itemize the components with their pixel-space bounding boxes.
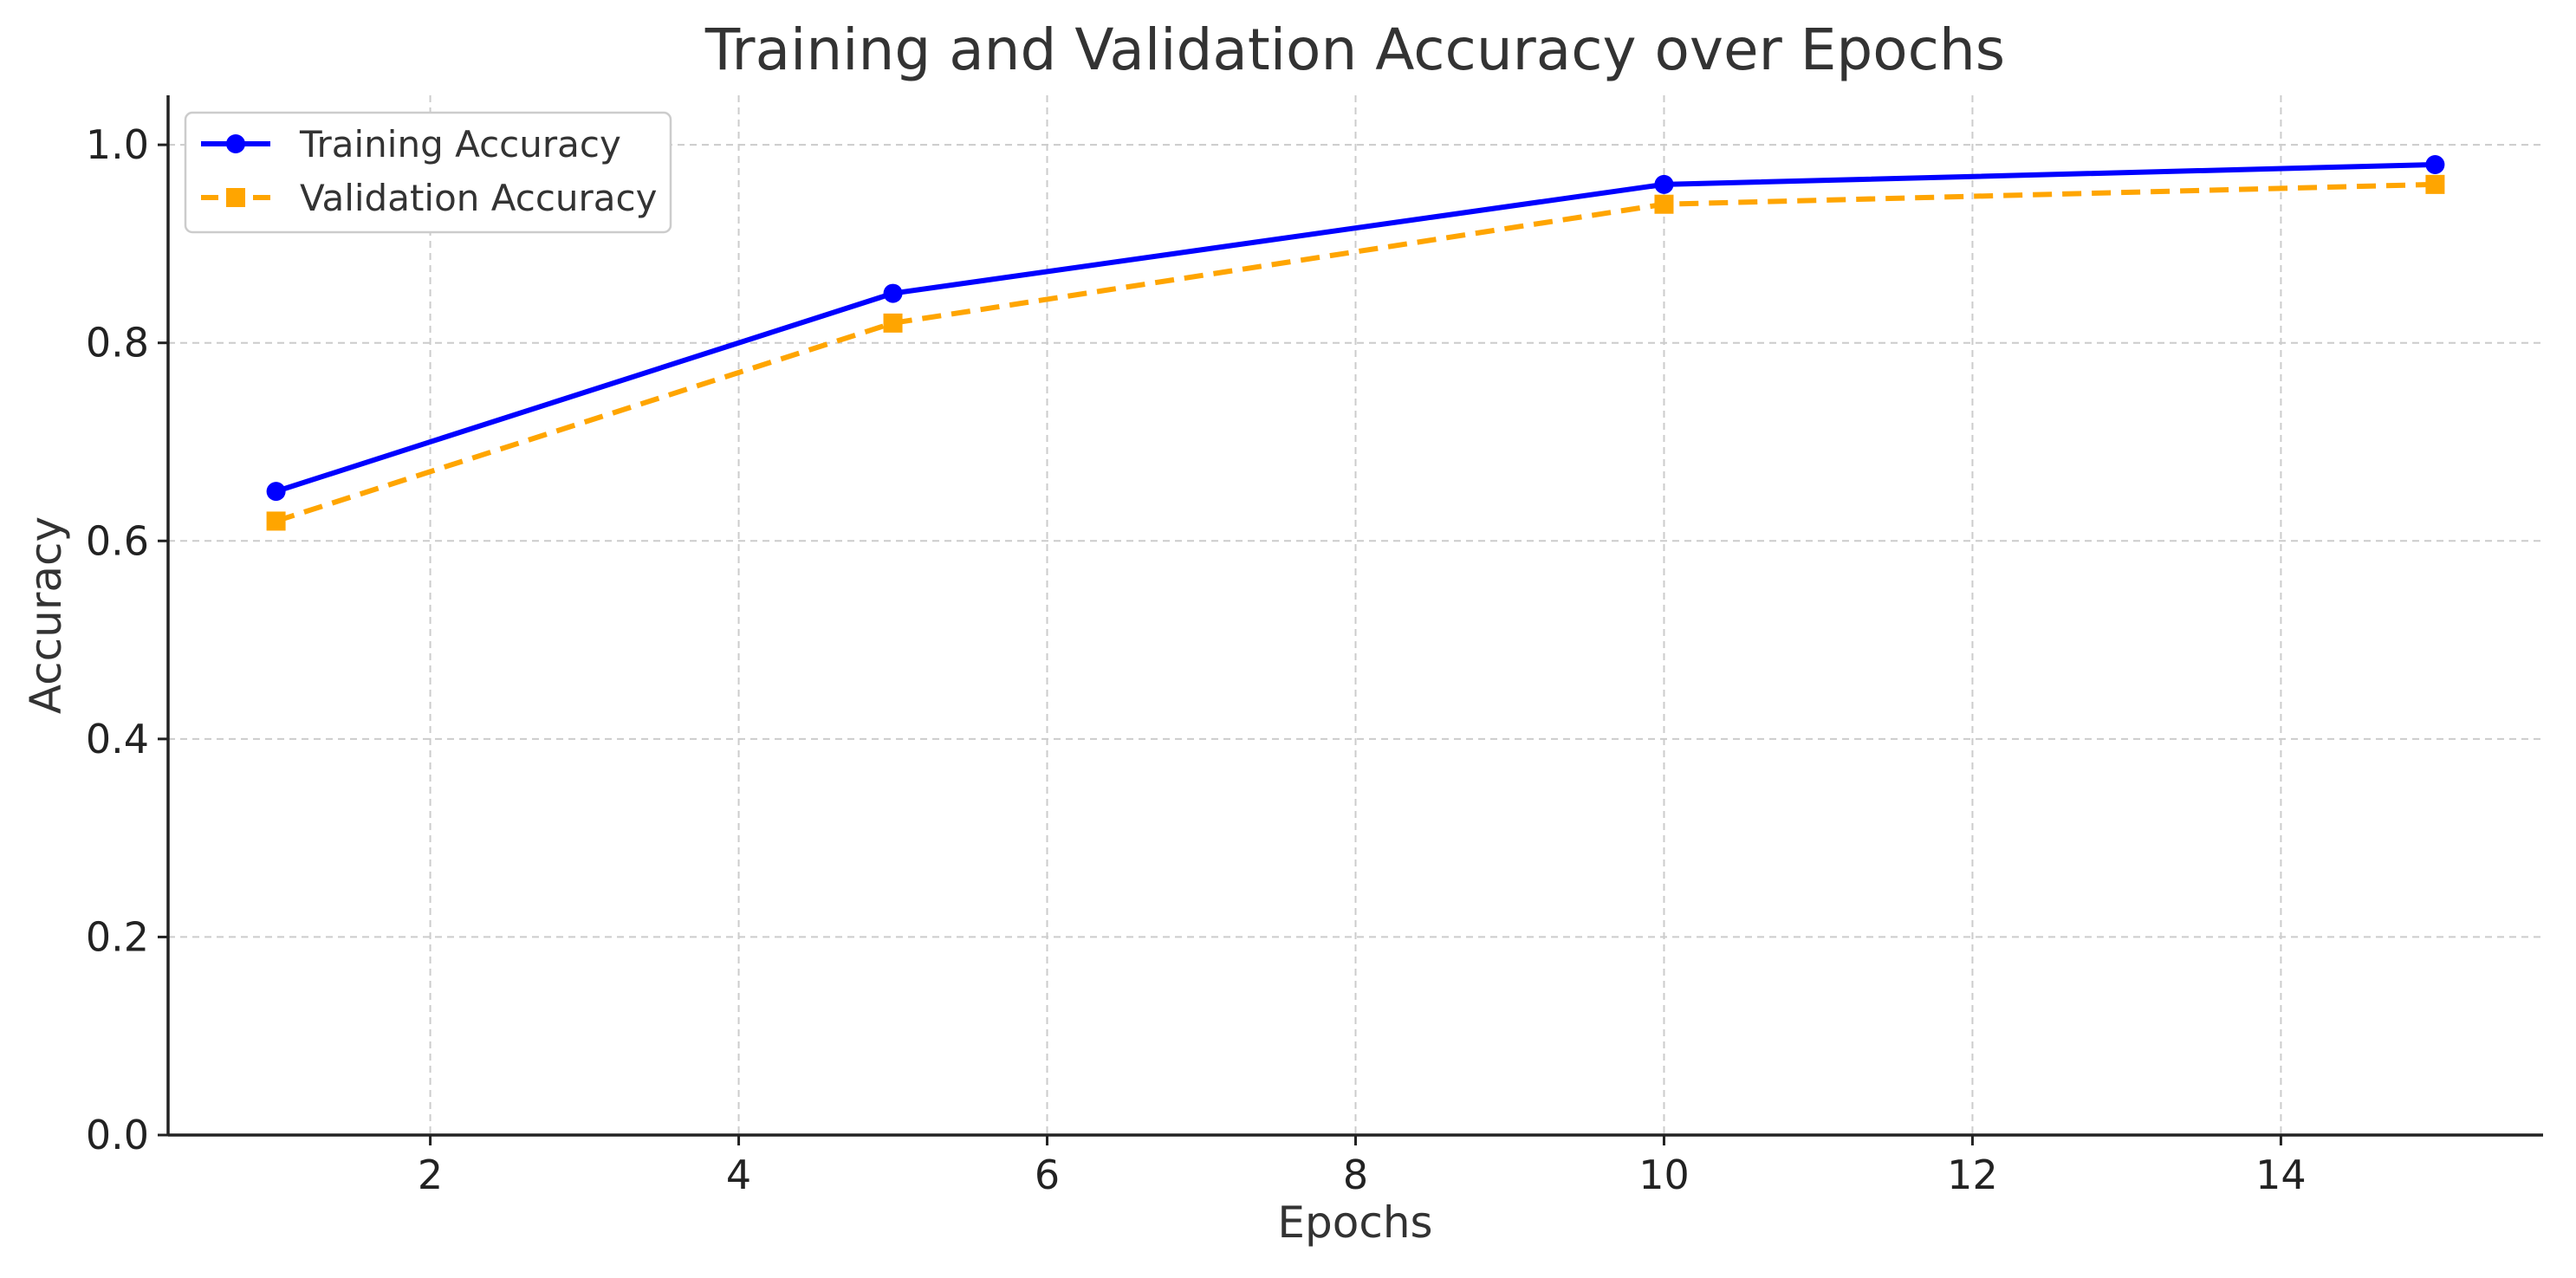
- y-tick-label: 0.0: [86, 1112, 149, 1158]
- y-tick-label: 0.8: [86, 320, 149, 367]
- series-line: [275, 162, 2436, 494]
- data-point: [1654, 194, 1674, 214]
- x-axis-label: Epochs: [1277, 1197, 1432, 1248]
- legend-label: Training Accuracy: [299, 123, 621, 165]
- x-tick-label: 14: [2255, 1151, 2307, 1198]
- y-axis-label: Accuracy: [21, 516, 71, 714]
- data-point: [2425, 155, 2445, 174]
- grid-lines: [168, 95, 2543, 1136]
- series-validation-accuracy: [266, 174, 2445, 531]
- y-tick-label: 0.2: [86, 913, 149, 960]
- legend-box: [184, 111, 672, 234]
- legend-entry: Training Accuracy: [201, 123, 621, 165]
- legend: Training Accuracy Validation Accuracy: [184, 111, 672, 234]
- x-tick-label: 12: [1947, 1151, 1998, 1198]
- series-training-accuracy: [266, 155, 2445, 502]
- data-point: [883, 283, 903, 303]
- legend-marker: [226, 188, 245, 207]
- data-point: [883, 313, 903, 333]
- y-tick-label: 0.4: [86, 716, 149, 762]
- data-point: [266, 511, 286, 531]
- chart-title: Training and Validation Accuracy over Ep…: [704, 16, 2005, 83]
- data-series: [266, 155, 2445, 531]
- legend-label: Validation Accuracy: [300, 177, 658, 219]
- data-point: [1654, 174, 1674, 194]
- data-point: [266, 482, 286, 502]
- axis-ticks: 2 4 6 8 10 12 14 0.0 0.2 0.4 0.6 0.8 1.0: [86, 121, 2307, 1198]
- x-tick-label: 10: [1638, 1151, 1690, 1198]
- data-point: [2425, 174, 2445, 194]
- y-tick-label: 1.0: [86, 121, 149, 168]
- x-tick-label: 6: [1035, 1151, 1060, 1198]
- y-tick-label: 0.6: [86, 517, 149, 564]
- legend-marker: [226, 134, 245, 153]
- x-tick-label: 8: [1343, 1151, 1368, 1198]
- series-line: [275, 181, 2436, 524]
- legend-entry: Validation Accuracy: [201, 177, 658, 219]
- x-tick-label: 4: [726, 1151, 751, 1198]
- x-tick-label: 2: [418, 1151, 443, 1198]
